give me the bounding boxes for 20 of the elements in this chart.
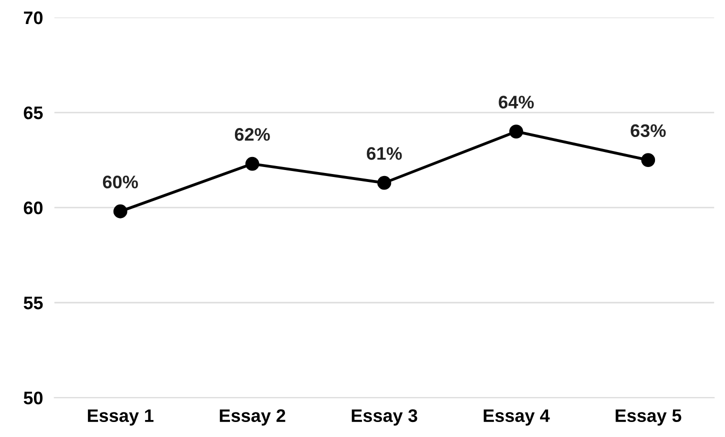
data-label: 64% xyxy=(498,96,534,109)
data-label: 63% xyxy=(630,124,666,138)
y-tick-label: 55 xyxy=(24,296,43,310)
x-tick-label: Essay 5 xyxy=(616,409,682,426)
data-label: 60% xyxy=(102,176,138,188)
x-tick-label: Essay 4 xyxy=(484,409,550,426)
point xyxy=(377,176,392,190)
x-tick-label: Essay 2 xyxy=(220,409,286,426)
y-tick-label: 60 xyxy=(24,202,43,214)
y-tick-label: 70 xyxy=(24,11,43,24)
data-label: 61% xyxy=(366,147,402,160)
x-tick-label: Essay 1 xyxy=(88,409,154,426)
point xyxy=(509,124,524,138)
x-tick-label: Essay 3 xyxy=(352,409,418,426)
y-tick-label: 65 xyxy=(24,106,43,120)
y-tick-label: 50 xyxy=(24,392,43,404)
point xyxy=(641,153,656,167)
point xyxy=(245,156,260,171)
data-label: 62% xyxy=(234,128,270,141)
point xyxy=(113,204,128,218)
